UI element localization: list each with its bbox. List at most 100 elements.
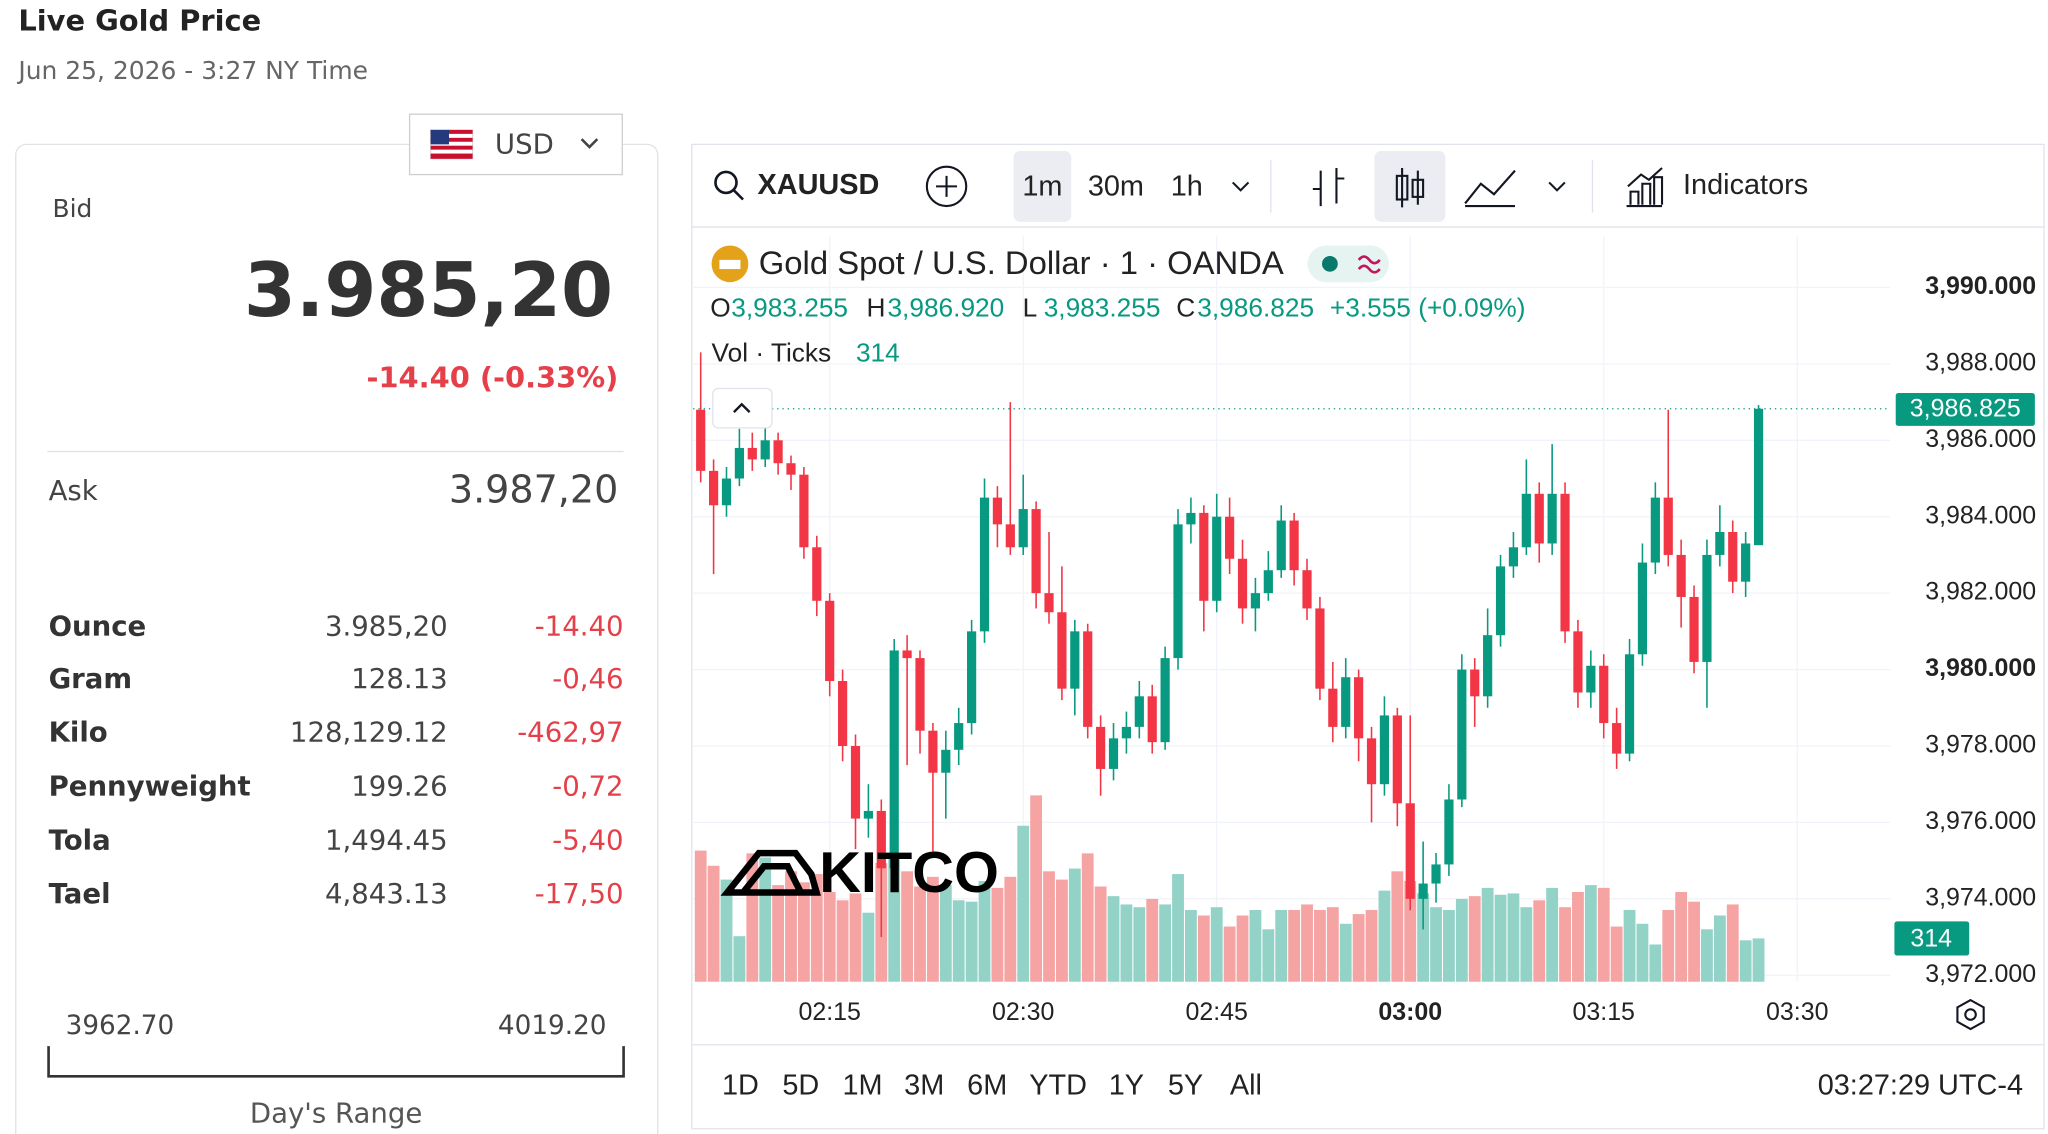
- candle-body: [1573, 631, 1583, 693]
- candle-body: [1108, 738, 1119, 769]
- indicators[interactable]: Indicators: [1683, 169, 1808, 201]
- candle-body: [1121, 726, 1132, 739]
- chevron: [580, 138, 599, 149]
- candle-body: [1483, 635, 1493, 697]
- x-tick-label: 03:30: [1766, 998, 1828, 1026]
- area-icon[interactable]: [1464, 169, 1516, 208]
- volume-bar: [810, 874, 823, 982]
- range-button[interactable]: 5Y: [1168, 1069, 1203, 1101]
- volume-bar: [1210, 907, 1223, 982]
- volume-bar: [927, 876, 939, 982]
- interval[interactable]: 30m: [1088, 170, 1144, 202]
- unit-change: -0,46: [552, 663, 623, 695]
- collapse-button[interactable]: [712, 387, 773, 429]
- compare-button[interactable]: [925, 165, 968, 208]
- unit-change: -0,72: [552, 771, 623, 803]
- y-tick-label: 3,988.000: [1925, 348, 2036, 376]
- candle-body: [696, 409, 706, 471]
- interval[interactable]: 1m: [1022, 170, 1062, 202]
- range-button[interactable]: 1D: [722, 1069, 759, 1101]
- volume-bar: [1030, 795, 1043, 982]
- candles-icon[interactable]: [1395, 168, 1425, 208]
- candle-body: [1534, 493, 1544, 544]
- volume-bar: [1688, 901, 1700, 982]
- candle-body: [967, 631, 977, 724]
- bid-label: Bid: [53, 194, 93, 223]
- range-button[interactable]: 1M: [842, 1069, 882, 1101]
- candle-body: [1250, 593, 1261, 609]
- interval-menu[interactable]: [1231, 181, 1250, 192]
- candle-body: [1315, 608, 1325, 689]
- candle-body: [1212, 516, 1222, 601]
- volume-bar: [1610, 926, 1623, 982]
- volume-legend: Vol · Ticks: [712, 337, 832, 367]
- unit-change: -462,97: [517, 717, 623, 749]
- unit-name: Kilo: [49, 717, 108, 749]
- volume-bar: [720, 879, 733, 982]
- quote-panel: [15, 143, 659, 1134]
- candle-body: [1276, 520, 1286, 571]
- volume-bar: [785, 871, 797, 982]
- candle-body: [1237, 558, 1248, 609]
- volume-bar: [1443, 909, 1455, 982]
- currency[interactable]: USD: [495, 129, 554, 161]
- candle-body: [1663, 497, 1673, 555]
- x-tick-label: 02:15: [798, 998, 860, 1026]
- watermark-text: KITCO: [819, 841, 999, 905]
- volume-bar: [1662, 909, 1675, 982]
- candle-body: [709, 470, 719, 506]
- candle-body: [825, 600, 835, 682]
- candle-body: [734, 447, 744, 479]
- ohlc-legend: O 3,983.255 H 3,986.920 L 3,983.255 C 3,986.825…: [710, 293, 1525, 368]
- bars-icon[interactable]: [1312, 168, 1345, 207]
- candle-body: [1521, 493, 1531, 548]
- candle-body: [928, 730, 938, 773]
- range-button[interactable]: 6M: [967, 1069, 1007, 1101]
- clock: 03:27:29 UTC-4: [1818, 1069, 2023, 1101]
- volume-bar: [1056, 879, 1068, 982]
- candle-body: [1354, 677, 1364, 739]
- candle-body: [1508, 547, 1519, 567]
- unit-name: Tola: [49, 824, 111, 856]
- candle-body: [1405, 803, 1415, 899]
- volume-bar: [1455, 898, 1468, 982]
- candle-body: [1186, 512, 1196, 525]
- volume-bar: [1623, 909, 1636, 982]
- candle-body: [1728, 532, 1738, 582]
- symbol[interactable]: XAUUSD: [757, 169, 879, 201]
- candle-body: [747, 447, 757, 460]
- range-button[interactable]: All: [1230, 1069, 1262, 1101]
- bid-price: 3.985,20: [244, 247, 613, 334]
- candle-body: [1470, 669, 1480, 697]
- toolbar: XAUUSD 1m 30m 1h Indicators: [714, 150, 1809, 222]
- unit-price: 128,129.12: [290, 717, 448, 749]
- volume-bar: [1494, 894, 1507, 982]
- y-tick-label: 3,982.000: [1925, 578, 2036, 606]
- interval[interactable]: 1h: [1171, 170, 1203, 202]
- currency-select[interactable]: USD: [408, 113, 623, 176]
- y-tick-label: 3,974.000: [1925, 883, 2036, 911]
- candle-body: [1560, 493, 1570, 632]
- symbol-search[interactable]: XAUUSD: [714, 169, 879, 201]
- range-button[interactable]: YTD: [1029, 1069, 1087, 1101]
- active-interval-bg: [1013, 150, 1072, 222]
- volume-bar: [952, 900, 965, 982]
- candle-body: [1302, 570, 1312, 609]
- volume-legend-value: 314: [856, 337, 900, 367]
- range-button[interactable]: 1Y: [1109, 1069, 1144, 1101]
- volume-bar: [1507, 893, 1520, 982]
- volume-bar: [1597, 887, 1610, 982]
- volume-bar: [1481, 887, 1494, 982]
- settings-icon[interactable]: [1956, 998, 1985, 1031]
- candle-body: [1457, 669, 1467, 800]
- indicators-button[interactable]: Indicators: [1626, 167, 1809, 208]
- unit-price: 1,494.45: [325, 824, 448, 856]
- volume-bar: [797, 882, 810, 982]
- style-menu[interactable]: [1548, 181, 1566, 192]
- volume-bar: [888, 853, 901, 982]
- range-button[interactable]: 5D: [782, 1069, 819, 1101]
- volume-bar: [965, 901, 978, 982]
- y-tick-label: 3,990.000: [1925, 272, 2036, 300]
- volume-tag-label: 314: [1910, 924, 1952, 952]
- range-button[interactable]: 3M: [904, 1069, 944, 1101]
